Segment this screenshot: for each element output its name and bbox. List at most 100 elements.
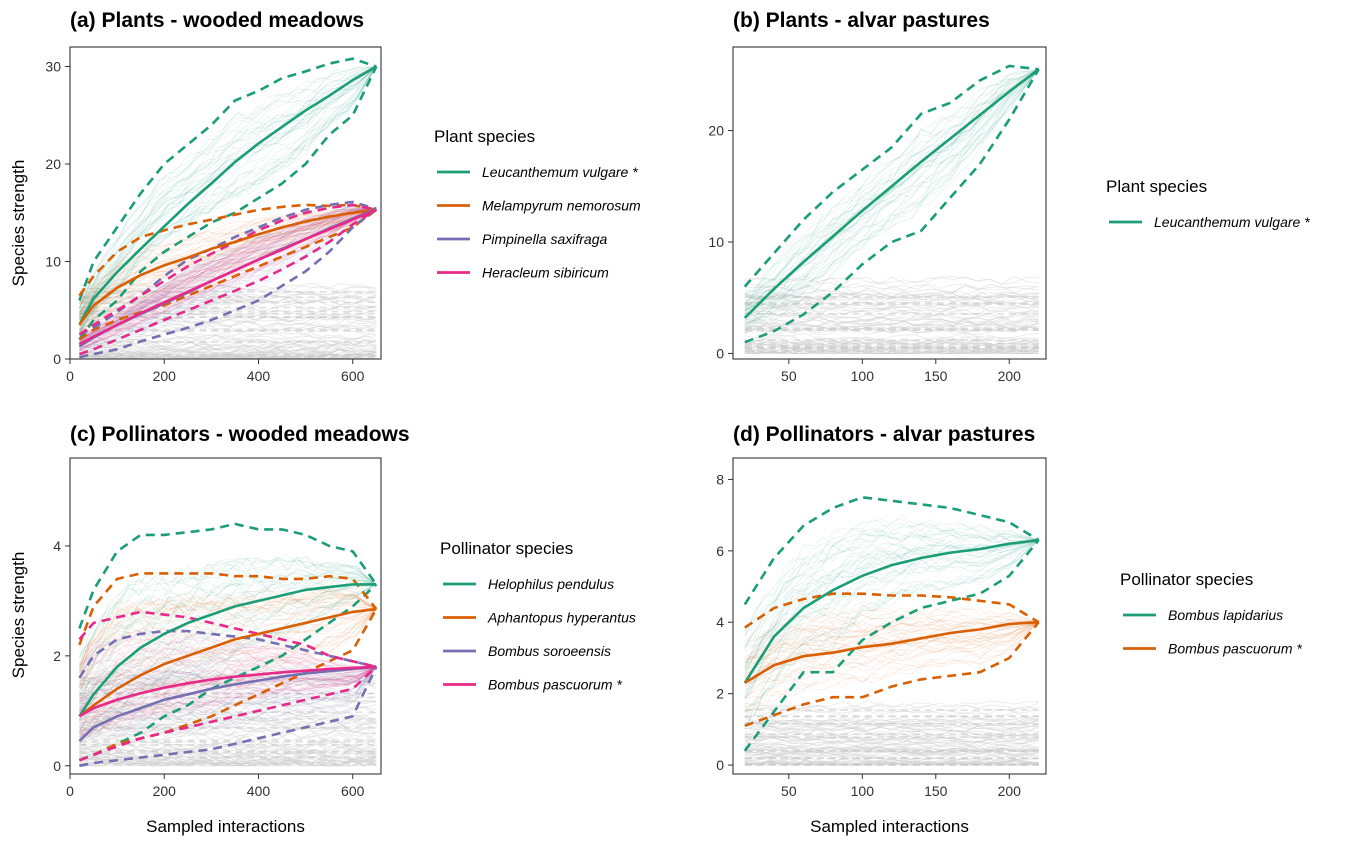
series-trajectory bbox=[744, 69, 1039, 294]
series-trajectory bbox=[744, 518, 1039, 637]
series-trajectory bbox=[744, 621, 1039, 696]
series-trajectory bbox=[79, 666, 377, 720]
series-trajectory bbox=[79, 608, 377, 720]
series-trajectory bbox=[744, 539, 1039, 718]
series-trajectory bbox=[744, 539, 1039, 714]
series-trajectory bbox=[79, 575, 377, 681]
background-trajectory bbox=[744, 318, 1039, 328]
series-upper-bound bbox=[78, 203, 377, 297]
x-tick-label: 200 bbox=[998, 783, 1022, 799]
series-lower-bound bbox=[744, 68, 1040, 344]
series-trajectory bbox=[744, 617, 1039, 664]
series-trajectory bbox=[79, 557, 377, 654]
series-trajectory bbox=[744, 69, 1039, 326]
series-trajectory bbox=[79, 209, 377, 319]
x-axis-title: Sampled interactions bbox=[810, 817, 969, 836]
series-trajectory bbox=[79, 568, 377, 672]
series-trajectory bbox=[79, 666, 377, 741]
series-trajectory bbox=[79, 209, 377, 350]
x-tick-label: 50 bbox=[781, 783, 797, 799]
series-trajectory bbox=[744, 69, 1039, 332]
series-trajectory bbox=[744, 69, 1039, 318]
series-trajectory bbox=[79, 209, 377, 341]
series-upper-bound bbox=[78, 572, 378, 646]
series-trajectory bbox=[79, 666, 377, 712]
series-trajectory bbox=[744, 69, 1039, 294]
series-trajectory bbox=[79, 209, 377, 330]
legend-label: Pimpinella saxifraga bbox=[482, 231, 607, 247]
series-trajectory bbox=[79, 66, 377, 320]
series-trajectory bbox=[79, 558, 377, 658]
series-trajectory bbox=[79, 208, 377, 304]
series-trajectory bbox=[79, 571, 377, 672]
series-trajectory bbox=[744, 620, 1039, 659]
series-trajectory bbox=[79, 209, 377, 343]
series-trajectory bbox=[79, 66, 377, 323]
series-trajectory bbox=[744, 539, 1039, 699]
panel-c: (c) Pollinators - wooded meadows 0 200 400 6… bbox=[9, 423, 636, 836]
series-mean-line bbox=[743, 68, 1040, 319]
legend: Plant species Leucanthemum vulgare * bbox=[1106, 177, 1310, 230]
series-trajectory bbox=[79, 66, 377, 330]
series-trajectory bbox=[744, 69, 1039, 318]
background-trajectory bbox=[744, 735, 1039, 744]
series-trajectory bbox=[79, 666, 377, 736]
background-trajectory bbox=[79, 748, 377, 760]
series-trajectory bbox=[79, 666, 377, 749]
series-trajectory bbox=[79, 659, 377, 705]
background-trajectory bbox=[744, 290, 1039, 300]
series-trajectory bbox=[79, 584, 377, 716]
x-tick-label: 600 bbox=[341, 783, 365, 799]
background-trajectory bbox=[79, 673, 377, 685]
series-trajectory bbox=[79, 209, 377, 347]
series-upper-bound bbox=[78, 610, 377, 669]
series-trajectory bbox=[744, 621, 1039, 678]
background-trajectory bbox=[79, 353, 377, 359]
y-tick-label: 20 bbox=[45, 156, 61, 172]
series-trajectory bbox=[79, 209, 377, 323]
series-trajectory bbox=[79, 66, 377, 313]
background-trajectory bbox=[79, 700, 377, 712]
series-trajectory bbox=[79, 608, 377, 706]
series-trajectory bbox=[79, 648, 377, 679]
series-trajectory bbox=[79, 601, 377, 682]
series-trajectory bbox=[744, 539, 1039, 672]
series-trajectory bbox=[744, 69, 1039, 304]
series-upper-bound bbox=[78, 522, 378, 629]
series-trajectory bbox=[744, 539, 1039, 727]
legend-label: Helophilus pendulus bbox=[488, 576, 614, 592]
series-trajectory bbox=[79, 208, 377, 350]
series-trajectory bbox=[79, 209, 377, 350]
series-trajectory bbox=[79, 209, 377, 341]
y-axis-title: Species strength bbox=[9, 160, 28, 287]
legend-label: Heracleum sibiricum bbox=[482, 265, 609, 281]
series-trajectory bbox=[79, 209, 377, 341]
x-tick-label: 600 bbox=[341, 368, 365, 384]
series-trajectory bbox=[744, 611, 1039, 653]
series-trajectory bbox=[744, 539, 1039, 679]
series-trajectory bbox=[744, 527, 1039, 649]
series-trajectory bbox=[744, 69, 1039, 310]
series-trajectory bbox=[744, 529, 1039, 647]
series-trajectory bbox=[744, 539, 1039, 670]
series-trajectory bbox=[79, 66, 377, 330]
panel-a: (a) Plants - wooded meadows 0 200 400 600 0 10… bbox=[9, 9, 641, 384]
plot-frame bbox=[69, 457, 382, 775]
series-trajectory bbox=[744, 539, 1039, 701]
y-tick-label: 4 bbox=[53, 538, 61, 554]
series-trajectory bbox=[79, 66, 377, 333]
series-trajectory bbox=[744, 539, 1039, 700]
series-trajectory bbox=[79, 642, 377, 674]
series-trajectory bbox=[79, 209, 377, 333]
series-trajectory bbox=[79, 666, 377, 734]
background-trajectory bbox=[79, 693, 377, 705]
plot-area bbox=[78, 57, 378, 359]
series-trajectory bbox=[79, 207, 377, 338]
series-trajectory bbox=[744, 621, 1039, 681]
series-trajectory bbox=[744, 530, 1039, 652]
series-trajectory bbox=[79, 608, 377, 713]
series-trajectory bbox=[79, 629, 377, 668]
series-trajectory bbox=[79, 209, 377, 316]
background-trajectory bbox=[744, 717, 1039, 726]
